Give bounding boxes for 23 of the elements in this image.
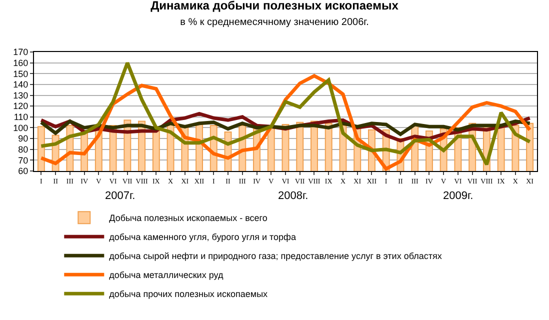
- y-tick-label: 60: [18, 166, 28, 176]
- y-tick-label: 140: [13, 80, 28, 90]
- legend-label: добыча прочих полезных ископаемых: [109, 289, 268, 300]
- y-tick-label: 90: [18, 134, 28, 144]
- legend-label: Добыча полезных ископаемых - всего: [109, 213, 268, 224]
- line-series: [39, 61, 532, 166]
- chart-subtitle: в % к среднемесячному значению 2006г.: [180, 17, 369, 28]
- chart-title: Динамика добычи полезных ископаемых: [150, 0, 399, 13]
- text: 2009г.: [443, 190, 474, 202]
- text: 2008г.: [278, 190, 308, 202]
- y-tick-label: 110: [14, 112, 28, 122]
- legend-label: добыча металлических руд: [109, 270, 224, 280]
- legend-label: добыча сырой нефти и природного газа; предоставление услуг в этих областях: [109, 251, 442, 262]
- y-tick-label: 130: [13, 90, 28, 100]
- y-tick-label: 160: [13, 58, 28, 68]
- y-tick-label: 70: [18, 155, 28, 166]
- y-tick-label: 80: [18, 144, 28, 155]
- legend-label: добыча каменного угля, бурого угля и торфа: [109, 232, 296, 242]
- text: 2007г.: [105, 190, 136, 202]
- y-tick-label: 120: [13, 101, 28, 112]
- y-tick-label: 170: [13, 47, 28, 58]
- y-tick-label: 100: [13, 122, 28, 133]
- y-tick-label: 150: [13, 68, 28, 79]
